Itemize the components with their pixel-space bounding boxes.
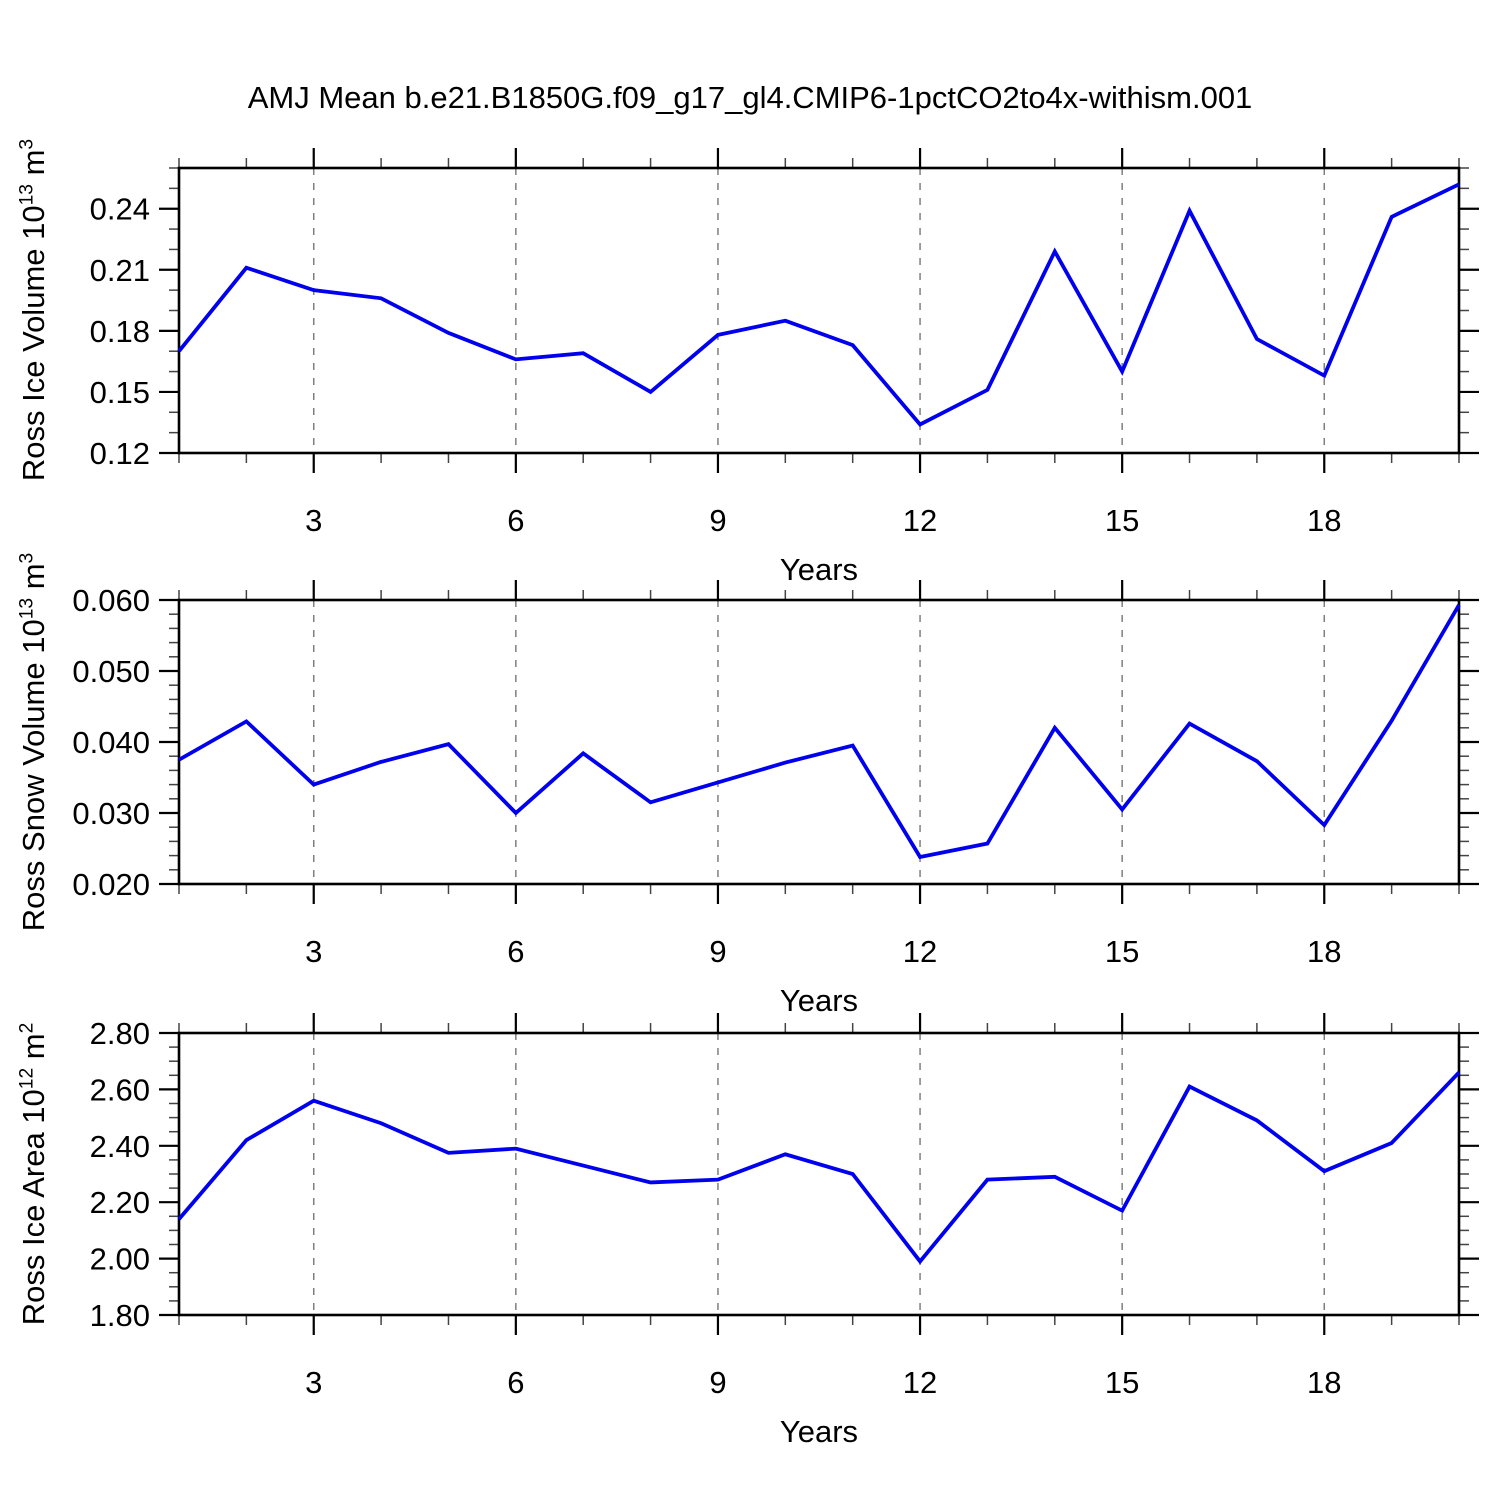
exponent: 13 — [16, 597, 38, 620]
panel-1-x-tick-label: 9 — [709, 503, 726, 538]
panel-2-x-tick-label: 18 — [1307, 934, 1341, 969]
panel-1-x-tick-label: 3 — [305, 503, 322, 538]
x-axis-label-panel-3: Years — [779, 1414, 859, 1449]
panel-3-x-tick-label: 9 — [709, 1365, 726, 1400]
exponent: 13 — [16, 184, 38, 206]
panel-1-x-tick-label: 6 — [507, 503, 524, 538]
x-axis-label-panel-2: Years — [779, 983, 859, 1018]
panel-3-x-tick-label: 18 — [1307, 1365, 1341, 1400]
panel-3-ross-ice-area: 3 6 9 12 15 18 1.80 2.00 2.20 2.40 2.60 2.80 — [90, 1013, 1479, 1400]
panel-2-ross-snow-volume: 3 6 9 12 15 18 0.020 0.030 0.040 0.050 0.060 — [72, 580, 1479, 969]
panel-1-x-tick-label: 12 — [903, 503, 937, 538]
exponent: 3 — [16, 138, 38, 150]
panel-2-x-tick-label: 6 — [507, 934, 524, 969]
panel-1-y-tick-label: 0.21 — [90, 253, 150, 288]
panel-2-x-tick-label: 9 — [709, 934, 726, 969]
y-axis-label-ross-ice-area: Ross Ice Area 1012 m2 — [16, 1022, 51, 1326]
exponent: 12 — [16, 1067, 38, 1090]
panel-2-y-tick-label: 0.060 — [72, 583, 150, 618]
panel-1-series-line — [177, 182, 1460, 427]
panel-1-x-tick-label: 18 — [1307, 503, 1341, 538]
panel-2-x-tick-label: 15 — [1105, 934, 1139, 969]
panel-3-border — [177, 1031, 1461, 1317]
panel-1-border — [177, 166, 1461, 455]
panel-3-x-tick-label: 3 — [305, 1365, 322, 1400]
panel-3-y-tick-label: 2.60 — [90, 1072, 150, 1107]
panel-3-y-tick-label: 2.00 — [90, 1242, 150, 1277]
panel-3-y-tick-label: 2.20 — [90, 1185, 150, 1220]
exponent: 2 — [16, 1022, 38, 1034]
panel-3-y-tick-label: 2.80 — [90, 1016, 150, 1051]
panel-2-y-tick-label: 0.030 — [72, 796, 150, 831]
panel-3-y-tick-label: 2.40 — [90, 1129, 150, 1164]
panel-1-x-tick-label: 15 — [1105, 503, 1139, 538]
panel-2-x-tick-label: 12 — [903, 934, 937, 969]
y-axis-label-ross-snow-volume: Ross Snow Volume 1013 m3 — [16, 552, 51, 932]
panel-1-y-tick-label: 0.12 — [90, 436, 150, 471]
panel-3-x-tick-label: 6 — [507, 1365, 524, 1400]
panel-1-y-tick-label: 0.24 — [90, 192, 150, 227]
panel-3-x-tick-label: 12 — [903, 1365, 937, 1400]
figure-title: AMJ Mean b.e21.B1850G.f09_g17_gl4.CMIP6-… — [247, 80, 1253, 115]
panel-1-ross-ice-volume: 3 6 9 12 15 18 0.12 0.15 0.18 0.21 0.24 — [90, 148, 1479, 538]
panel-2-y-tick-label: 0.020 — [72, 867, 150, 902]
panel-3-y-tick-label: 1.80 — [90, 1298, 150, 1333]
panel-2-border — [177, 598, 1461, 886]
panel-3-x-tick-label: 15 — [1105, 1365, 1139, 1400]
panel-2-y-tick-label: 0.050 — [72, 654, 150, 689]
x-axis-label-panel-1: Years — [779, 552, 859, 587]
panel-3-series-line — [177, 1071, 1461, 1265]
panel-2-x-tick-label: 3 — [305, 934, 322, 969]
y-axis-label-ross-ice-volume: Ross Ice Volume 1013 m3 — [16, 138, 51, 482]
panel-2-y-tick-label: 0.040 — [72, 725, 150, 760]
panel-2-series-line — [178, 604, 1461, 860]
panel-1-y-tick-label: 0.18 — [90, 314, 150, 349]
panel-1-y-tick-label: 0.15 — [90, 375, 150, 410]
